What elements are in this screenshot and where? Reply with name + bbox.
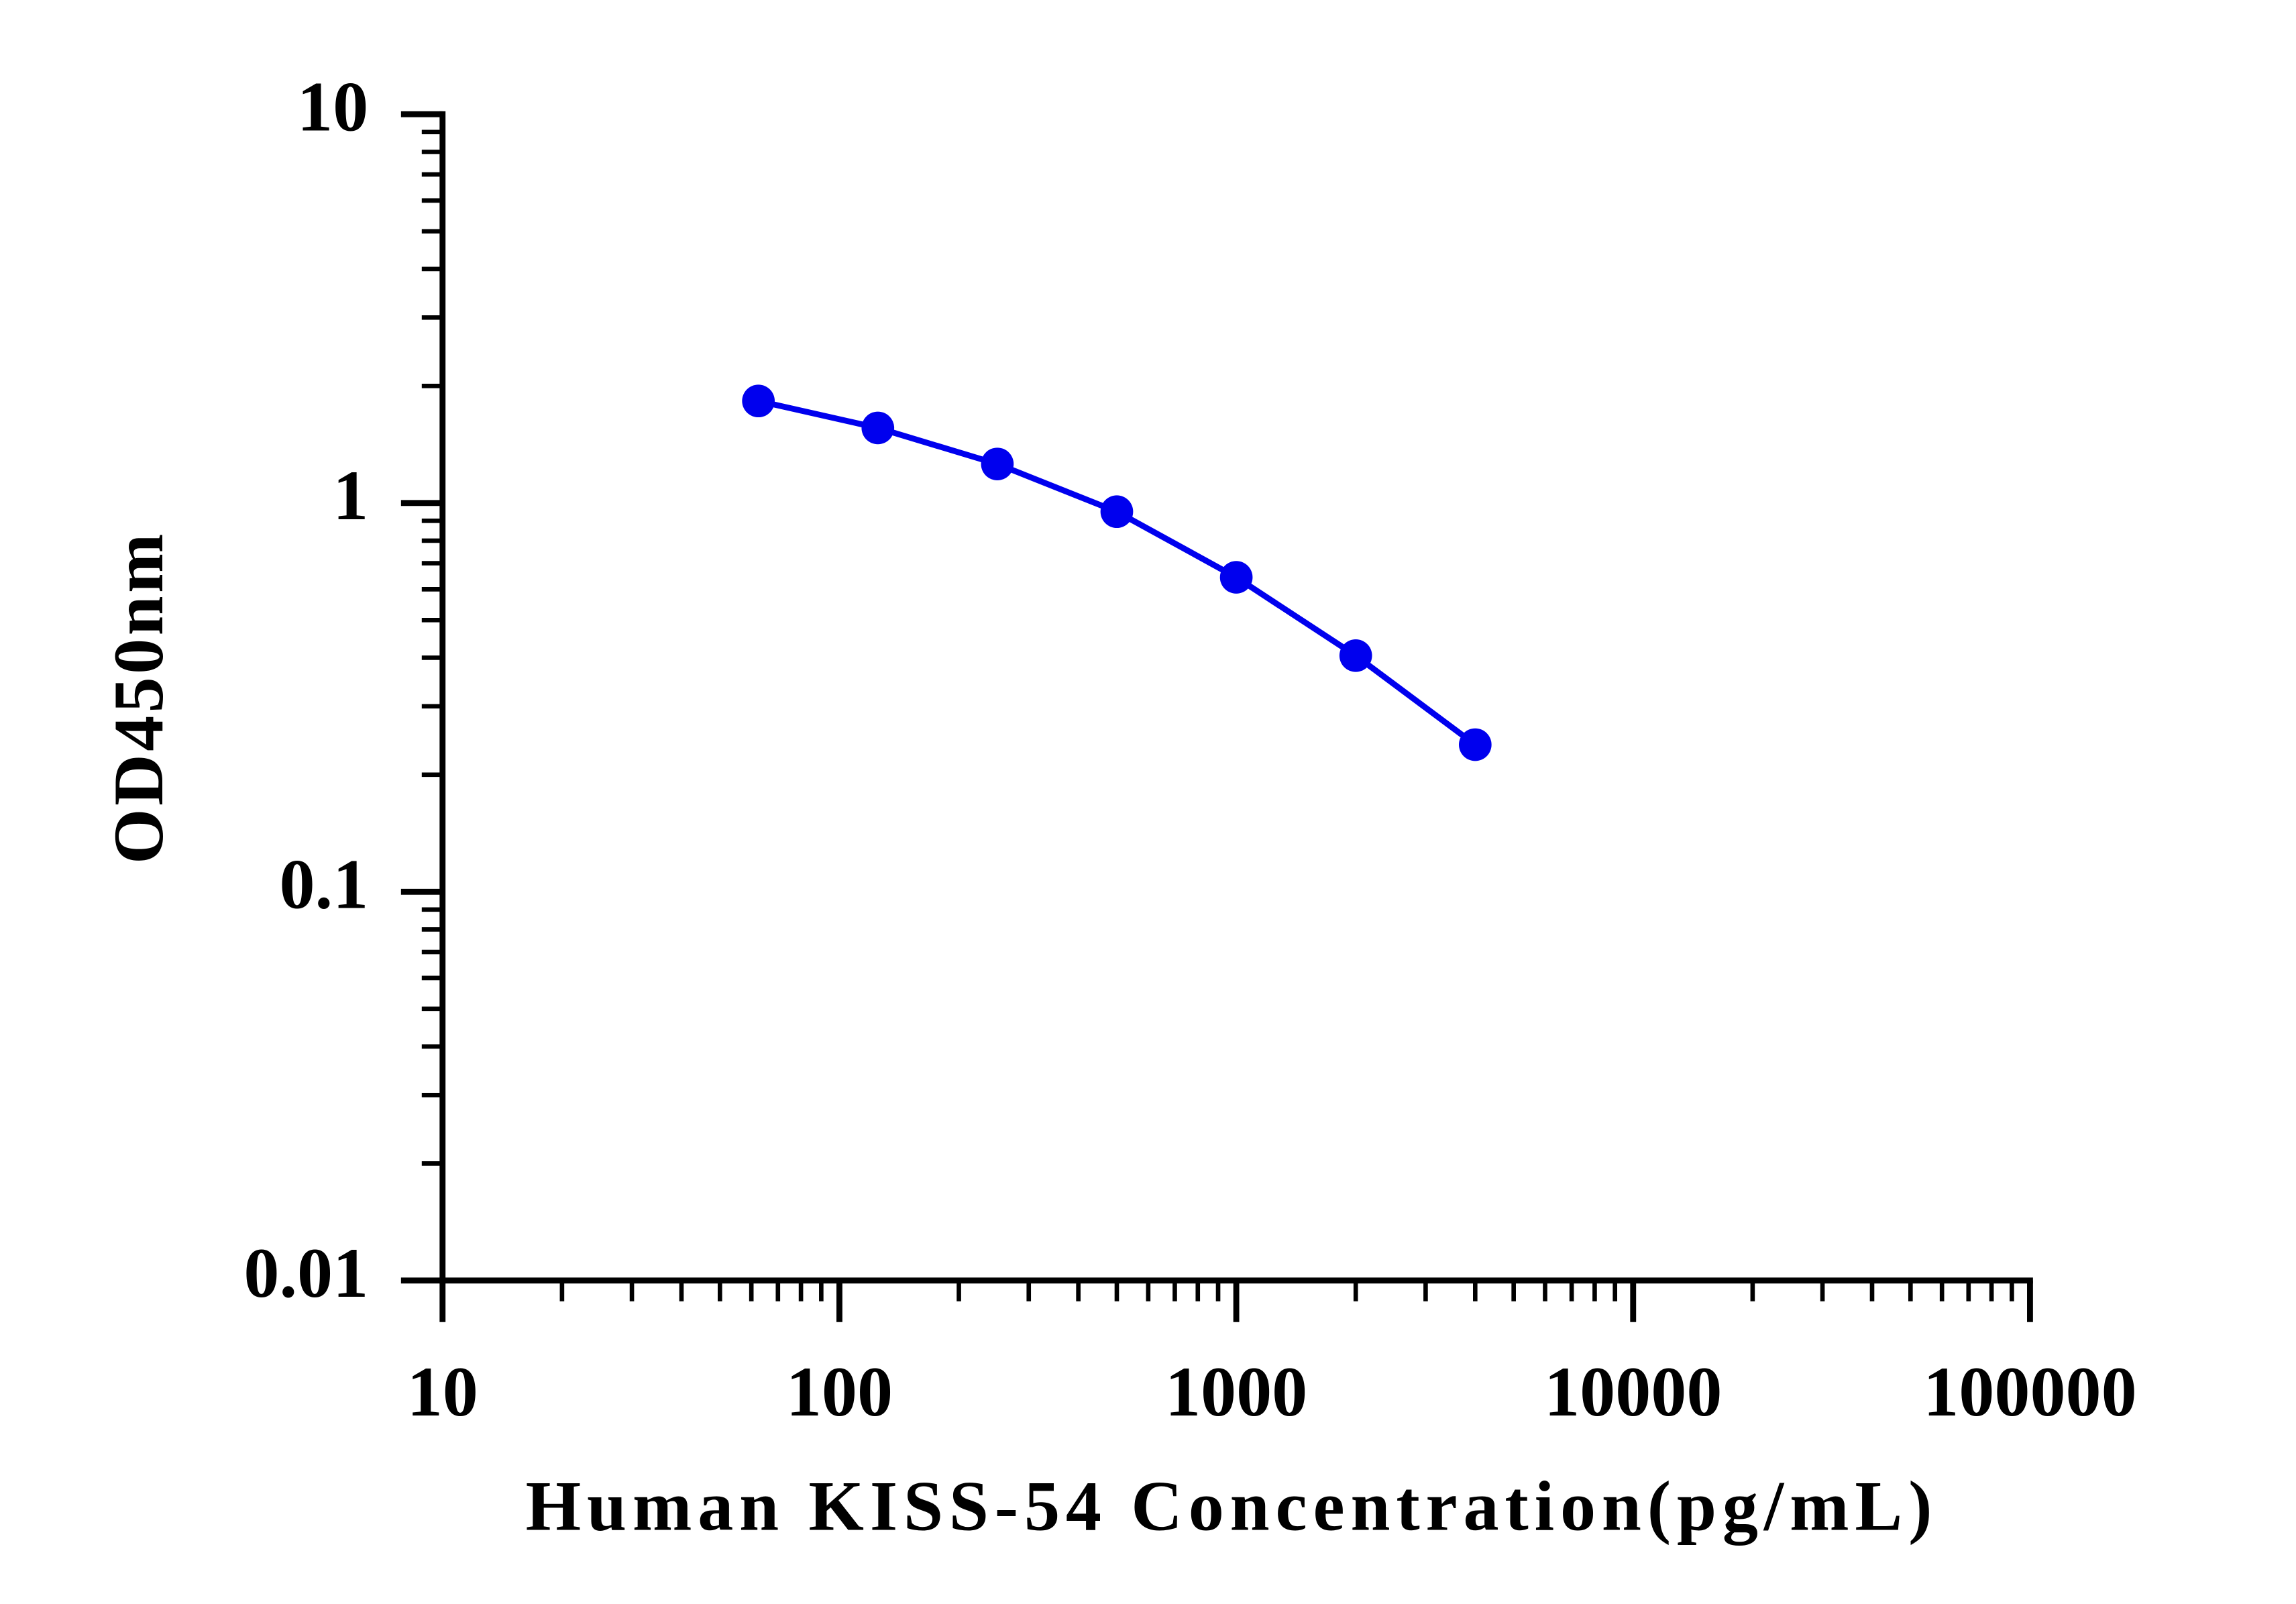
data-point [1100,495,1134,529]
x-tick-label: 100000 [1923,1352,2136,1431]
y-axis-title: OD450nm [99,531,178,864]
data-point [1339,639,1372,672]
data-point [742,384,775,418]
y-tick-label: 0.1 [279,845,368,924]
y-tick-label: 0.01 [243,1233,368,1312]
y-tick-label: 10 [297,67,368,146]
x-tick-label: 10000 [1544,1352,1722,1431]
x-axis-title: Human KISS-54 Concentration(pg/mL) [526,1466,1938,1545]
data-point [981,447,1014,480]
series-line [757,398,1477,747]
data-point [1458,728,1492,761]
x-tick-label: 10 [407,1352,478,1431]
data-point [861,411,895,445]
x-tick-label: 100 [786,1352,893,1431]
data-point [1219,561,1253,594]
x-tick-label: 1000 [1165,1352,1307,1431]
y-tick-label: 1 [333,456,368,535]
